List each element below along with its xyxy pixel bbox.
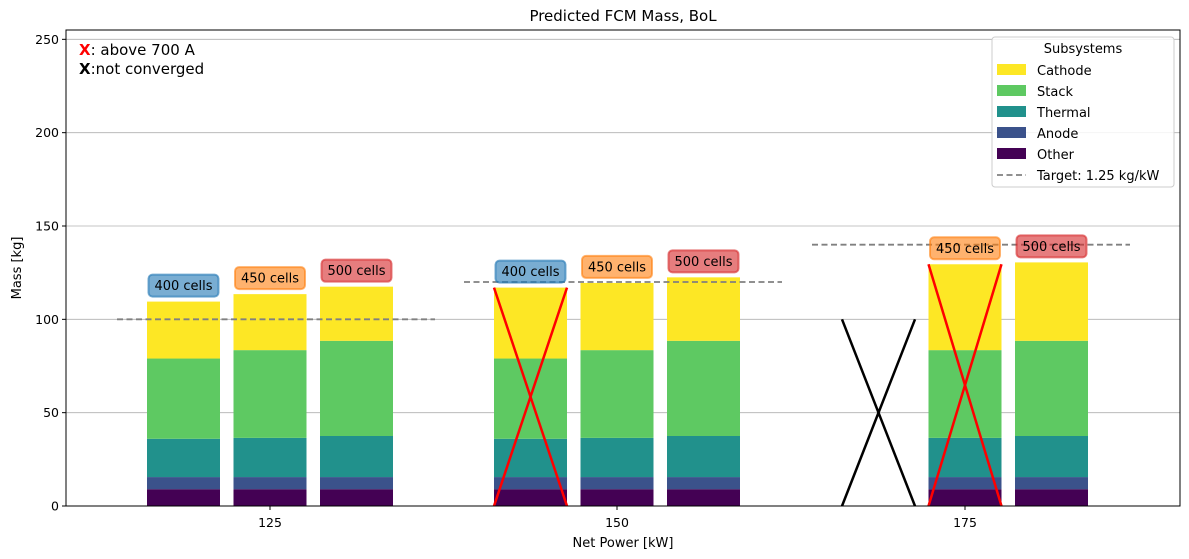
- bar-segment-stack: [320, 340, 393, 436]
- bar-segment-stack: [667, 340, 740, 436]
- cell-label-box: [234, 266, 306, 291]
- annotation-note: X:not converged: [79, 60, 204, 78]
- legend-swatch-other: [997, 148, 1026, 159]
- cell-labels: 400 cells 450 cells 500 cells 400 cells 450 …: [147, 234, 1088, 298]
- legend: Subsystems Cathode Stack Thermal Anode Other T…: [991, 36, 1175, 188]
- cell-label-box: [667, 249, 740, 274]
- annotation-marker: X: [79, 41, 91, 59]
- bar-segment-other: [320, 489, 393, 506]
- x-axis-label: Net Power [kW]: [573, 536, 674, 551]
- bar-segment-cathode: [233, 294, 307, 351]
- bar-segment-thermal: [580, 437, 654, 478]
- above-700a-cross: [492, 287, 569, 507]
- y-tick-label: 250: [35, 32, 59, 47]
- bar-segment-stack: [928, 350, 1002, 438]
- cell-label: 500 cells: [1022, 240, 1080, 255]
- cell-label: 450 cells: [241, 272, 299, 287]
- annotation-note: X: above 700 A: [79, 41, 196, 59]
- y-tick-label: 50: [43, 405, 59, 420]
- bar-segment-cathode: [667, 277, 740, 341]
- bar-segment-stack: [1015, 340, 1088, 436]
- cell-label-box: [581, 254, 653, 279]
- bar-segment-thermal: [320, 436, 393, 478]
- x-tick-label: 125: [258, 515, 282, 530]
- bar-segment-anode: [1015, 477, 1088, 490]
- axes: 0 50 100 150 200 250 125 150 175: [35, 32, 977, 530]
- above-700a-cross: [927, 263, 1003, 507]
- bar-segment-other: [580, 489, 654, 506]
- y-tick-label: 150: [35, 219, 59, 234]
- bar-segment-thermal: [1015, 436, 1088, 478]
- bar-segment-stack: [147, 358, 220, 439]
- cell-label-box: [1015, 234, 1088, 259]
- cell-label-box: [147, 273, 220, 298]
- bar-segment-stack: [233, 350, 307, 438]
- bar-segment-anode: [580, 477, 654, 490]
- y-tick-label: 200: [35, 125, 59, 140]
- bar-segment-thermal: [928, 437, 1002, 478]
- x-tick-label: 175: [953, 515, 977, 530]
- bar-segment-anode: [233, 477, 307, 490]
- cell-label-box: [320, 258, 393, 283]
- bar-segment-anode: [320, 477, 393, 490]
- bar-segment-anode: [147, 477, 220, 490]
- legend-swatch-anode: [997, 127, 1026, 138]
- legend-item-cathode: Cathode: [1037, 64, 1092, 79]
- bar-segment-cathode: [928, 264, 1002, 351]
- legend-swatch-cathode: [997, 64, 1026, 75]
- bar-segment-cathode: [147, 301, 220, 359]
- annotation-text: : above 700 A: [91, 41, 196, 59]
- cell-label: 450 cells: [936, 242, 994, 257]
- cell-label: 500 cells: [674, 255, 732, 270]
- bar-segment-anode: [928, 477, 1002, 490]
- bar-segment-other: [1015, 489, 1088, 506]
- bar-segment-other: [147, 489, 220, 506]
- flag-marks: [492, 263, 1003, 507]
- legend-swatch-thermal: [997, 106, 1026, 117]
- cell-label: 500 cells: [327, 264, 385, 279]
- bars: [147, 262, 1088, 506]
- legend-item-stack: Stack: [1037, 85, 1073, 100]
- y-tick-label: 0: [51, 499, 59, 514]
- cell-label-box: [494, 259, 567, 284]
- not-converged-cross: [840, 318, 917, 507]
- bar-segment-thermal: [667, 436, 740, 478]
- y-tick-label: 100: [35, 312, 59, 327]
- plot-frame: [65, 29, 1181, 507]
- annotation-marker: X: [79, 60, 91, 78]
- bar-segment-anode: [494, 477, 567, 490]
- bar-segment-thermal: [147, 438, 220, 478]
- bar-segment-stack: [580, 350, 654, 438]
- legend-frame: [991, 36, 1175, 188]
- legend-item-target: Target: 1.25 kg/kW: [1036, 169, 1159, 184]
- bar-segment-cathode: [320, 286, 393, 341]
- legend-item-other: Other: [1037, 148, 1075, 163]
- legend-title: Subsystems: [1044, 42, 1123, 57]
- y-axis-label: Mass [kg]: [10, 237, 25, 300]
- bar-segment-cathode: [580, 282, 654, 351]
- legend-item-thermal: Thermal: [1036, 106, 1091, 121]
- cell-label: 400 cells: [501, 265, 559, 280]
- annotation-notes: X: above 700 AX:not converged: [79, 41, 204, 78]
- bar-segment-other: [233, 489, 307, 506]
- chart-title: Predicted FCM Mass, BoL: [529, 7, 717, 25]
- bar-segment-anode: [667, 477, 740, 490]
- legend-item-anode: Anode: [1037, 127, 1078, 142]
- cell-label: 450 cells: [588, 260, 646, 275]
- x-tick-label: 150: [605, 515, 629, 530]
- bar-segment-cathode: [1015, 262, 1088, 341]
- cell-label-box: [929, 236, 1001, 261]
- bar-segment-other: [667, 489, 740, 506]
- legend-swatch-stack: [997, 85, 1026, 96]
- annotation-text: :not converged: [91, 60, 205, 78]
- cell-label: 400 cells: [154, 279, 212, 294]
- bar-segment-other: [928, 489, 1002, 506]
- bar-segment-other: [494, 489, 567, 506]
- bar-segment-thermal: [233, 437, 307, 478]
